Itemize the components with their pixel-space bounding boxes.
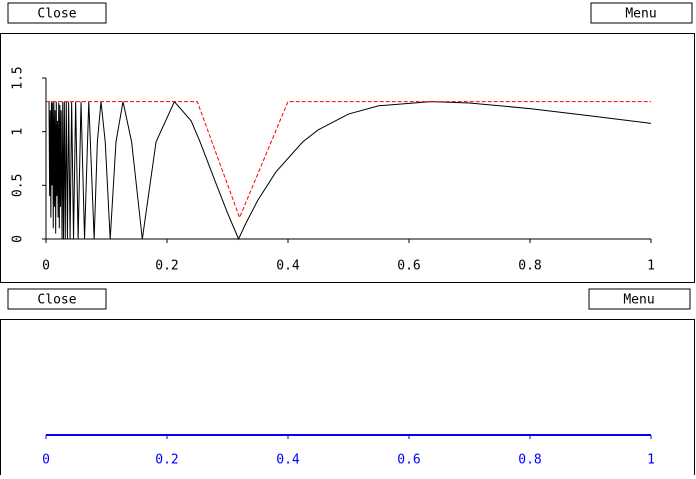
- y-tick-label: 1: [11, 128, 26, 136]
- data-line: [48, 100, 652, 241]
- x-tick-label: 0.6: [397, 259, 420, 274]
- close-label[interactable]: Close: [37, 293, 76, 308]
- x-tick-label: 0: [42, 453, 50, 468]
- x-tick-label: 0.4: [276, 259, 300, 274]
- y-tick-label: 0.5: [11, 174, 26, 197]
- plot-panel: [0, 33, 695, 283]
- close-button[interactable]: [7, 2, 107, 24]
- x-tick-label: 0.8: [518, 453, 541, 468]
- close-label[interactable]: Close: [37, 7, 76, 22]
- y-tick-label: 1.5: [11, 66, 26, 89]
- x-tick-label: 0.2: [155, 453, 178, 468]
- x-tick-label: 0: [42, 259, 50, 274]
- y-tick-label: 0: [11, 235, 26, 243]
- close-button[interactable]: [7, 288, 107, 310]
- plot-panel: [0, 319, 695, 479]
- menu-button[interactable]: [590, 2, 693, 24]
- x-tick-label: 0.2: [155, 259, 178, 274]
- x-tick-label: 1: [647, 259, 655, 274]
- menu-label[interactable]: Menu: [625, 7, 656, 22]
- x-tick-label: 0.8: [518, 259, 541, 274]
- x-tick-label: 0.4: [276, 453, 300, 468]
- x-tick-label: 1: [647, 453, 655, 468]
- menu-button[interactable]: [588, 288, 691, 310]
- menu-label[interactable]: Menu: [623, 293, 654, 308]
- x-tick-label: 0.6: [397, 453, 420, 468]
